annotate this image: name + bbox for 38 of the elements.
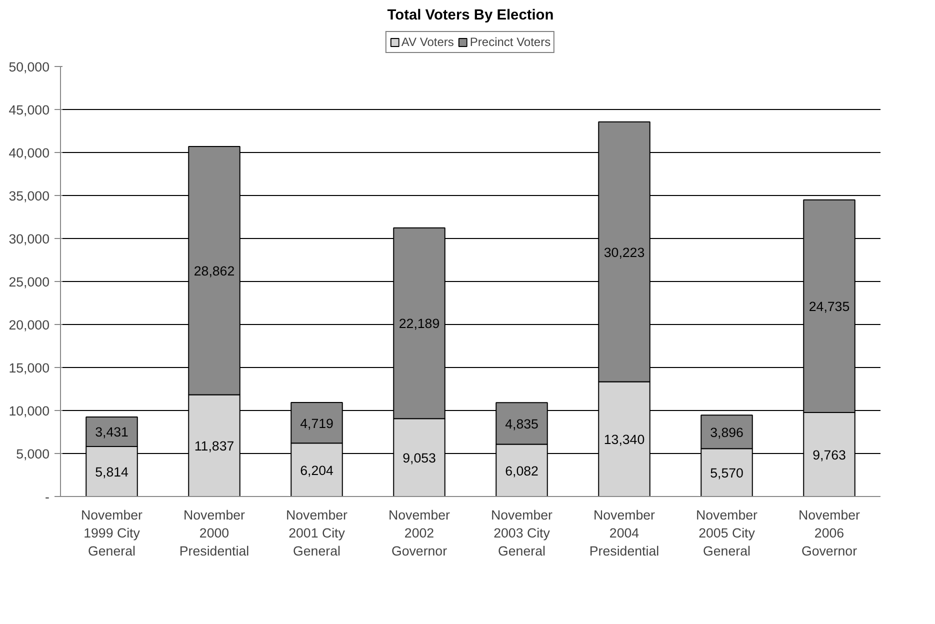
data-label: 4,835 — [505, 416, 538, 432]
data-label: 22,189 — [398, 316, 440, 332]
x-tick-label: November 2002 Governor — [388, 508, 451, 558]
x-tick-label: November 2003 City General — [491, 508, 554, 558]
y-tick-label: - — [45, 490, 50, 504]
y-tick-label: 25,000 — [8, 274, 50, 290]
y-tick-label: 50,000 — [8, 60, 50, 74]
y-tick-label: 20,000 — [8, 318, 50, 332]
y-tick-label: 45,000 — [8, 102, 50, 118]
x-tick-label: November 2004 Presidential — [589, 508, 660, 558]
y-tick-label: 5,000 — [16, 446, 50, 462]
data-label: 9,053 — [402, 450, 436, 466]
data-label: 24,735 — [808, 299, 850, 314]
data-label: 6,082 — [505, 463, 538, 478]
data-label: 5,814 — [95, 464, 130, 480]
x-tick-label: November 1999 City General — [81, 508, 144, 558]
y-tick-label: 10,000 — [8, 404, 50, 418]
data-label: 13,340 — [604, 432, 645, 448]
legend-label: AV Voters — [401, 35, 454, 49]
data-label: 3,431 — [95, 424, 128, 440]
data-label: 6,204 — [300, 462, 334, 478]
y-tick-label: 35,000 — [8, 188, 50, 204]
x-tick-label: November 2001 City General — [286, 508, 348, 558]
data-label: 5,570 — [710, 466, 744, 481]
x-tick-label: November 2000 Presidential — [179, 508, 250, 558]
data-label: 11,837 — [194, 438, 234, 454]
data-label: 3,896 — [710, 424, 744, 440]
data-label: 9,763 — [812, 448, 846, 463]
x-tick-label: November 2006 Governor — [798, 508, 861, 558]
data-label: 28,862 — [194, 264, 235, 279]
chart-title: Total Voters By Election — [387, 8, 554, 24]
y-tick-label: 30,000 — [8, 232, 50, 246]
data-label: 30,223 — [604, 244, 645, 260]
legend-label: Precinct Voters — [470, 35, 551, 49]
y-tick-label: 15,000 — [8, 360, 50, 376]
y-tick-label: 40,000 — [8, 146, 50, 160]
data-label: 4,719 — [300, 416, 334, 431]
x-tick-label: November 2005 City General — [696, 508, 758, 558]
